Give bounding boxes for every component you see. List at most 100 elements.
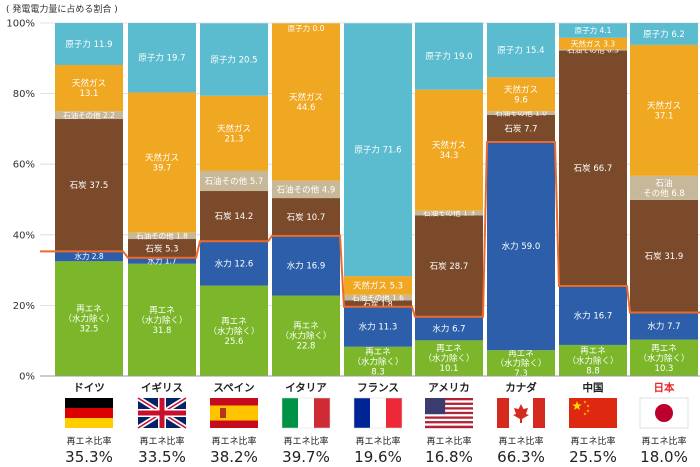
ratio-value: 33.5% bbox=[138, 448, 186, 466]
country-name: アメリカ bbox=[428, 382, 469, 394]
bar-segment-coal bbox=[55, 119, 123, 252]
country-name: スペイン bbox=[213, 382, 254, 394]
bar-segment-coal bbox=[200, 191, 268, 242]
ratio-value: 18.0% bbox=[640, 448, 688, 466]
segment-label-coal: 石炭 7.7 bbox=[504, 124, 537, 134]
bar-segment-oil bbox=[128, 232, 196, 240]
ratio-label: 再エネ比率 bbox=[211, 435, 256, 447]
bar-segment-hydro bbox=[487, 141, 555, 351]
flag-es-icon bbox=[210, 398, 258, 428]
segment-label-hydro: 水力 7.7 bbox=[647, 321, 680, 332]
segment-label-renew: 再エネ（水力除く） 7.3 bbox=[495, 349, 546, 379]
country-name: カナダ bbox=[505, 381, 537, 394]
bar-segment-renew bbox=[128, 263, 196, 376]
bar-segment-nuclear bbox=[344, 23, 412, 277]
segment-label-coal: 石炭 5.3 bbox=[145, 244, 178, 254]
segment-label-nuclear: 原子力 15.4 bbox=[497, 45, 544, 56]
ratio-label: 再エネ比率 bbox=[641, 435, 686, 447]
segment-label-oil: 石油その他 5.7 bbox=[205, 176, 264, 187]
bar-segment-oil bbox=[487, 111, 555, 115]
country-name: ドイツ bbox=[73, 382, 105, 394]
country-name: イギリス bbox=[141, 381, 183, 394]
bar-segment-renew bbox=[559, 344, 627, 376]
bar-segment-oil bbox=[272, 180, 340, 199]
segment-label-oil: 石油その他 0.3 bbox=[567, 45, 619, 55]
segment-label-gas: 天然ガス 5.3 bbox=[353, 280, 403, 291]
flag-ca-icon bbox=[497, 398, 545, 428]
bar-stack-us: 再エネ（水力除く） 10.1 水力 6.7 石炭 28.7 石油その他 1.3 天然ガス 3… bbox=[415, 22, 483, 376]
bar-segment-gas bbox=[630, 44, 698, 176]
bar-segment-hydro bbox=[200, 241, 268, 286]
segment-label-nuclear: 原子力 0.0 bbox=[288, 23, 325, 33]
segment-label-oil: 石油その他 6.8 bbox=[643, 178, 685, 199]
bar-segment-gas bbox=[272, 23, 340, 181]
ratio-value: 35.3% bbox=[65, 448, 113, 466]
segment-label-gas: 天然ガス 3.3 bbox=[571, 38, 616, 48]
bar-segment-hydro bbox=[630, 312, 698, 340]
bar-segment-nuclear bbox=[487, 23, 555, 78]
segment-label-gas: 天然ガス 9.6 bbox=[504, 84, 538, 105]
segment-label-nuclear: 原子力 71.6 bbox=[354, 145, 401, 156]
segment-label-renew: 再エネ（水力除く） 8.3 bbox=[352, 347, 403, 377]
bar-segment-hydro bbox=[559, 285, 627, 345]
bar-segment-oil bbox=[559, 49, 627, 51]
y-tick-label: 20% bbox=[13, 301, 35, 312]
y-tick-label: 80% bbox=[13, 89, 35, 100]
segment-label-coal: 石炭 66.7 bbox=[574, 164, 613, 174]
flag-de-icon bbox=[65, 398, 113, 428]
bar-stack-jp: 再エネ（水力除く） 10.3 水力 7.7 石炭 31.9 石油その他 6.8 天然ガス 3… bbox=[630, 23, 698, 376]
segment-label-gas: 天然ガス 37.1 bbox=[647, 100, 681, 121]
bar-segment-hydro bbox=[128, 257, 196, 264]
segment-label-renew: 再エネ（水力除く） 32.5 bbox=[63, 305, 114, 335]
segment-label-oil: 石油その他 2.2 bbox=[63, 110, 115, 120]
segment-label-hydro: 水力 2.8 bbox=[74, 251, 104, 261]
segment-label-nuclear: 原子力 11.9 bbox=[65, 39, 112, 50]
segment-label-gas: 天然ガス 13.1 bbox=[72, 78, 106, 99]
flag-it-icon bbox=[281, 397, 331, 429]
ratio-label: 再エネ比率 bbox=[498, 435, 543, 447]
bar-segment-gas bbox=[415, 89, 483, 211]
segment-label-coal: 石炭 1.8 bbox=[363, 299, 393, 308]
segment-label-renew: 再エネ（水力除く） 25.6 bbox=[208, 317, 259, 347]
y-tick-label: 60% bbox=[13, 160, 35, 171]
ratio-value: 19.6% bbox=[354, 448, 402, 466]
ratio-label: 再エネ比率 bbox=[426, 435, 471, 447]
segment-label-coal: 石炭 28.7 bbox=[430, 262, 469, 272]
segment-label-oil: 石油その他 1.6 bbox=[352, 292, 404, 302]
country-name: フランス bbox=[357, 382, 399, 394]
segment-label-hydro: 水力 6.7 bbox=[432, 323, 465, 334]
bar-segment-nuclear bbox=[415, 22, 483, 90]
bar-segment-coal bbox=[344, 300, 412, 307]
segment-label-hydro: 水力 59.0 bbox=[502, 241, 541, 252]
bar-segment-coal bbox=[128, 239, 196, 258]
segment-label-renew: 再エネ（水力除く） 22.8 bbox=[280, 322, 331, 352]
bar-segment-nuclear bbox=[630, 23, 698, 45]
bar-segment-coal bbox=[487, 114, 555, 142]
bar-segment-gas bbox=[487, 77, 555, 112]
country-name: 日本 bbox=[654, 381, 675, 394]
bar-segment-renew bbox=[630, 339, 698, 376]
bar-segment-nuclear bbox=[128, 23, 196, 93]
segment-label-gas: 天然ガス 44.6 bbox=[289, 92, 323, 113]
bar-stack-ca: 再エネ（水力除く） 7.3 水力 59.0 石炭 7.7 石油その他 1.0 天然ガス 9.… bbox=[487, 23, 555, 379]
bar-segment-renew bbox=[55, 261, 123, 376]
bar-segment-nuclear bbox=[559, 23, 627, 38]
bar-segment-coal bbox=[272, 198, 340, 236]
bar-segment-oil bbox=[200, 170, 268, 192]
segment-label-nuclear: 原子力 19.0 bbox=[425, 51, 472, 62]
bar-segment-renew bbox=[344, 346, 412, 376]
segment-label-nuclear: 原子力 6.2 bbox=[643, 29, 685, 40]
country-name: 中国 bbox=[583, 381, 604, 394]
segment-label-hydro: 水力 1.7 bbox=[147, 255, 177, 265]
chart-caption: ( 発電電力量に占める割合 ) bbox=[6, 3, 118, 15]
segment-label-oil: 石油その他 1.3 bbox=[423, 208, 475, 218]
segment-label-renew: 再エネ（水力除く） 8.8 bbox=[567, 346, 618, 376]
bar-stack-de: 再エネ（水力除く） 32.5 水力 2.8 石炭 37.5 石油その他 2.2 天然ガス 1… bbox=[55, 23, 123, 376]
segment-label-hydro: 水力 11.3 bbox=[359, 322, 398, 333]
